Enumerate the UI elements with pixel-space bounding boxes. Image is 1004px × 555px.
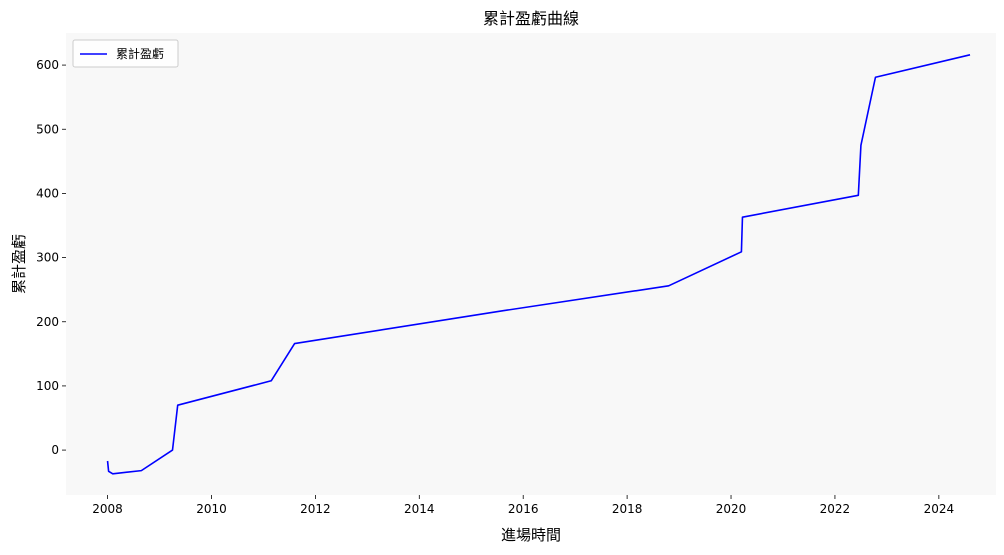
chart-title: 累計盈虧曲線: [483, 9, 579, 28]
x-axis-title: 進場時間: [501, 526, 561, 544]
y-tick-label: 600: [36, 58, 59, 72]
legend-box: [72, 39, 179, 68]
x-tick-label: 2008: [92, 502, 123, 516]
legend: 累計盈虧: [72, 39, 179, 68]
x-tick-label: 2024: [924, 502, 955, 516]
series-line-0: [106, 54, 971, 475]
x-tick-label: 2020: [716, 502, 747, 516]
y-tick-label: 400: [36, 186, 59, 200]
y-axis-title: 累計盈虧: [10, 234, 28, 294]
y-tick-label: 100: [36, 379, 59, 393]
x-tick-label: 2012: [300, 502, 331, 516]
y-tick-label: 200: [36, 315, 59, 329]
legend-label: 累計盈虧: [116, 46, 164, 61]
x-tick-label: 2014: [404, 502, 435, 516]
x-tick-label: 2016: [508, 502, 539, 516]
x-tick-label: 2018: [612, 502, 643, 516]
y-tick-label: 500: [36, 122, 59, 136]
y-tick-label: 0: [51, 443, 59, 457]
x-tick-label: 2022: [820, 502, 851, 516]
x-tick-label: 2010: [196, 502, 227, 516]
y-tick-label: 300: [36, 251, 59, 265]
plot-area: [66, 33, 996, 495]
